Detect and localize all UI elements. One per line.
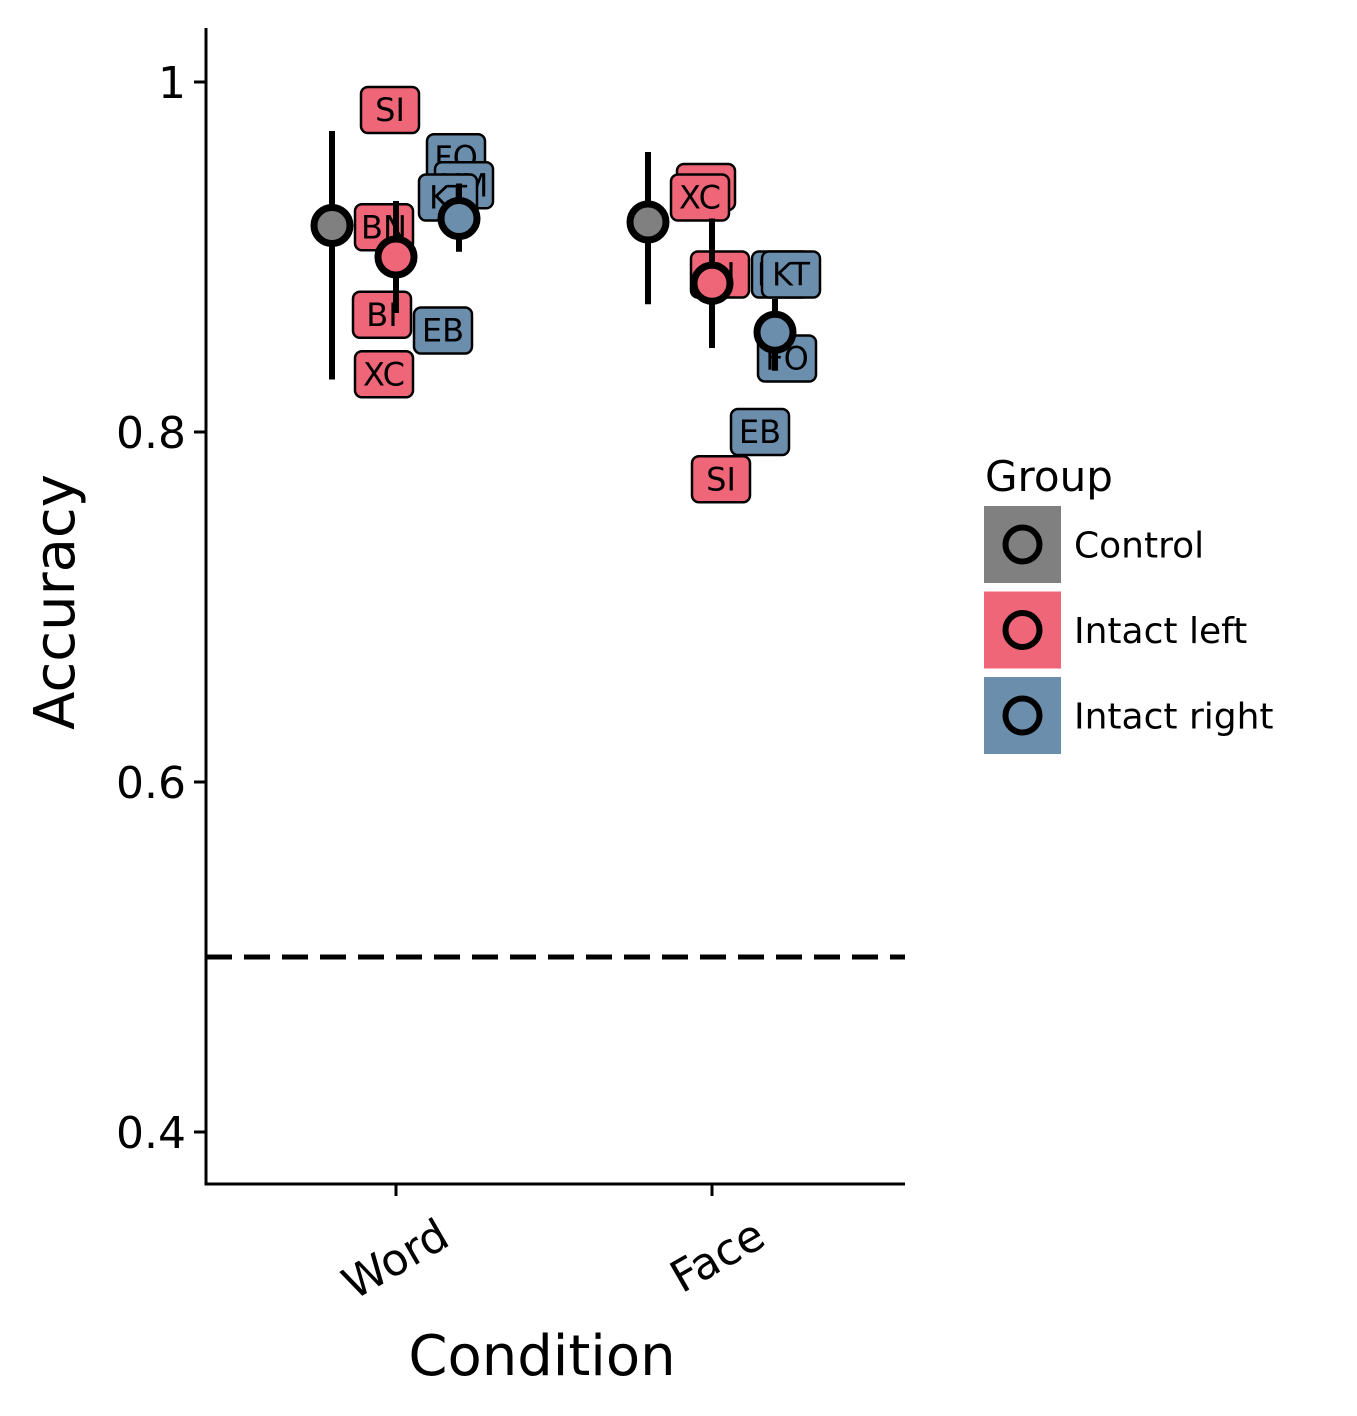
participant-label-box bbox=[669, 173, 731, 222]
group-mean-point bbox=[437, 197, 481, 240]
participant-label-box bbox=[760, 250, 822, 299]
participant-label-text: EB bbox=[739, 413, 781, 451]
group-mean-point bbox=[626, 200, 670, 244]
legend-entry: Control bbox=[984, 506, 1204, 583]
participant-label-text: XC bbox=[363, 355, 405, 393]
legend-entry: Intact right bbox=[984, 677, 1274, 754]
participant-label-text: BI bbox=[366, 296, 397, 334]
plot-area: SIBNBIXCBNXCBISIFOKMKTEBKMKTFOEB bbox=[206, 85, 905, 960]
participant-label-box bbox=[359, 85, 421, 135]
legend-entry-label: Intact left bbox=[1074, 611, 1247, 652]
participant-label-text: KT bbox=[772, 256, 811, 294]
x-tick-label: Word bbox=[334, 1209, 457, 1310]
legend-entry-label: Intact right bbox=[1074, 697, 1274, 738]
legend-entry: Intact left bbox=[984, 591, 1247, 669]
legend-key-marker bbox=[1002, 695, 1043, 736]
participant-label-text: SI bbox=[375, 91, 405, 129]
participant-label: XC bbox=[353, 350, 415, 399]
legend-entry-label: Control bbox=[1074, 526, 1204, 567]
participant-label: KT bbox=[760, 250, 822, 299]
axes: 0.4 0.6 0.8 1 Word Face bbox=[116, 28, 905, 1310]
group-mean-point bbox=[374, 235, 418, 279]
participant-label-text: EB bbox=[422, 312, 464, 350]
legend-key-marker bbox=[1002, 610, 1043, 650]
y-tick-label: 0.8 bbox=[116, 408, 186, 459]
x-tick-label: Face bbox=[662, 1209, 774, 1303]
participant-label: EB bbox=[412, 306, 474, 355]
participant-label: SI bbox=[359, 85, 421, 135]
participant-label-box bbox=[690, 455, 752, 504]
x-axis-title: Condition bbox=[408, 1324, 675, 1389]
participant-label-text: SI bbox=[706, 460, 736, 498]
y-tick-label: 1 bbox=[158, 58, 186, 109]
legend-title: Group bbox=[985, 452, 1113, 501]
participant-label: SI bbox=[690, 455, 752, 504]
y-axis-title: Accuracy bbox=[23, 474, 88, 730]
participant-label-box bbox=[412, 306, 474, 355]
group-mean-point bbox=[690, 261, 734, 305]
participant-label: XC bbox=[669, 173, 731, 222]
participant-label-box bbox=[353, 350, 415, 399]
legend-key-marker bbox=[1002, 524, 1043, 565]
participant-label-box bbox=[729, 407, 791, 457]
group-mean-point bbox=[310, 204, 354, 247]
y-tick-label: 0.6 bbox=[116, 758, 186, 809]
y-tick-label: 0.4 bbox=[116, 1108, 186, 1159]
participant-label: EB bbox=[729, 407, 791, 457]
legend: Group Control Intact left Intact right bbox=[984, 452, 1274, 754]
group-mean-point bbox=[753, 310, 797, 354]
participant-label-text: XC bbox=[679, 179, 721, 217]
participant-label: BI bbox=[351, 290, 413, 339]
